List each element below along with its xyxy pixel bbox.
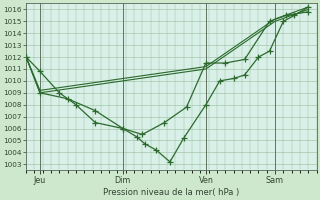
X-axis label: Pression niveau de la mer( hPa ): Pression niveau de la mer( hPa ) <box>103 188 239 197</box>
